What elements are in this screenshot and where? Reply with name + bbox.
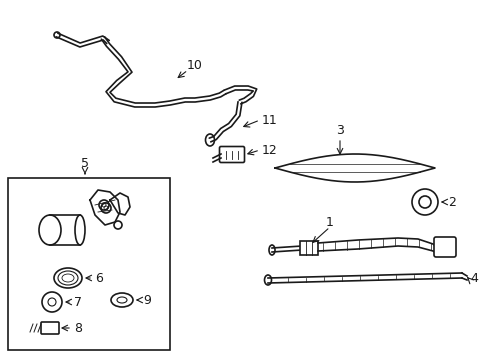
Text: 4: 4 (469, 271, 477, 284)
Polygon shape (110, 193, 130, 215)
Text: 2: 2 (447, 195, 455, 208)
Text: 6: 6 (95, 271, 102, 284)
Text: 12: 12 (262, 144, 277, 157)
Bar (299, 241, 317, 255)
Text: 1: 1 (325, 216, 333, 229)
Polygon shape (90, 190, 120, 225)
FancyBboxPatch shape (41, 322, 59, 334)
Text: 9: 9 (142, 293, 151, 306)
FancyBboxPatch shape (219, 147, 244, 162)
Text: 5: 5 (81, 157, 89, 170)
FancyBboxPatch shape (433, 237, 455, 257)
Text: 10: 10 (187, 59, 203, 72)
Text: 11: 11 (262, 113, 277, 126)
Text: 7: 7 (74, 296, 82, 309)
Polygon shape (274, 154, 434, 182)
Bar (8, 178, 170, 350)
Text: 8: 8 (74, 321, 82, 334)
Text: 3: 3 (335, 123, 343, 136)
Bar (50, 215, 80, 245)
